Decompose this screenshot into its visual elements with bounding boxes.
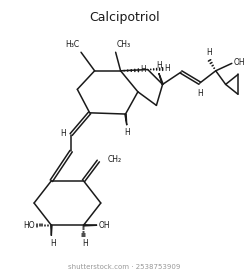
Text: CH₂: CH₂	[108, 155, 122, 164]
Polygon shape	[159, 73, 163, 85]
Text: OH: OH	[234, 58, 245, 67]
Polygon shape	[51, 225, 52, 236]
Text: H: H	[197, 88, 203, 98]
Text: H: H	[82, 239, 88, 248]
Text: H: H	[60, 129, 66, 138]
Text: H: H	[206, 48, 212, 57]
Text: H: H	[156, 61, 162, 70]
Polygon shape	[83, 225, 97, 226]
Text: OH: OH	[99, 221, 111, 230]
Text: H: H	[124, 129, 130, 137]
Text: shutterstock.com · 2538753909: shutterstock.com · 2538753909	[68, 264, 181, 270]
Text: H: H	[140, 65, 146, 74]
Text: Calcipotriol: Calcipotriol	[89, 11, 160, 24]
Text: H: H	[164, 64, 170, 73]
Text: H: H	[50, 239, 56, 248]
Polygon shape	[125, 114, 127, 125]
Text: CH₃: CH₃	[117, 40, 131, 49]
Text: H₃C: H₃C	[66, 39, 80, 48]
Text: HO: HO	[24, 221, 35, 230]
